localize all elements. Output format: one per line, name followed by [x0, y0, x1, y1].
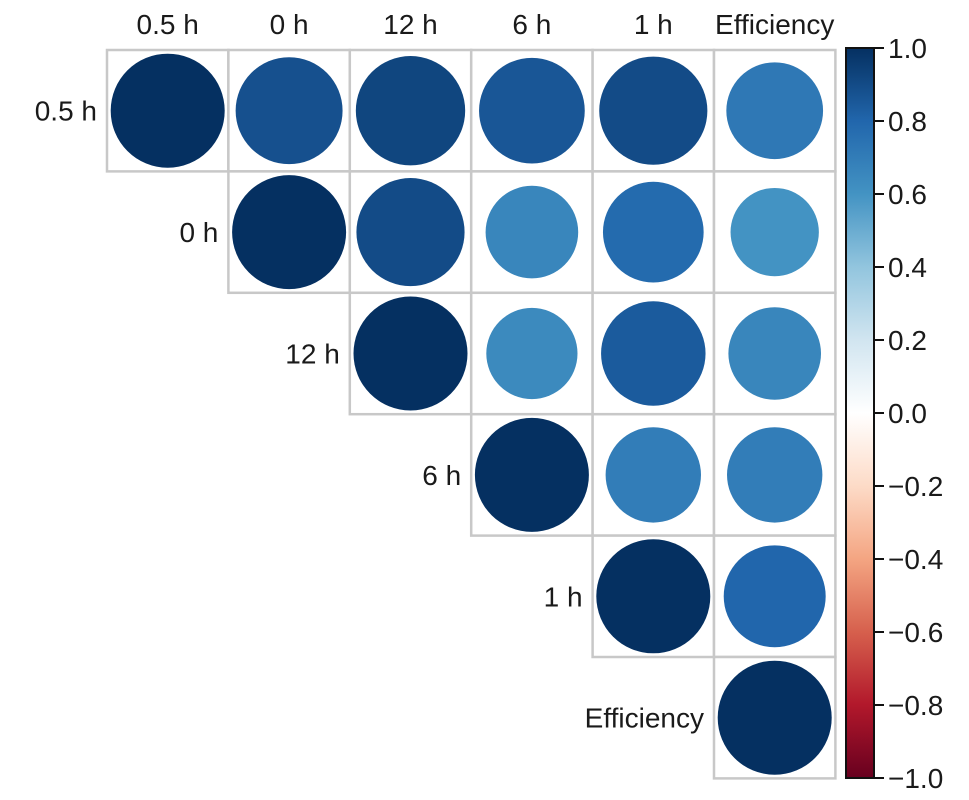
correlation-circle	[479, 57, 585, 164]
colorbar-tick-label: 0.8	[888, 106, 927, 137]
column-label: 12 h	[383, 9, 438, 40]
colorbar-tick-label: −0.4	[888, 544, 943, 575]
correlation-cells	[105, 48, 837, 780]
row-label: 12 h	[285, 339, 340, 370]
correlation-circle	[728, 307, 822, 400]
correlation-circle	[356, 178, 465, 287]
correlation-circle	[730, 187, 819, 277]
cell-3-4	[591, 412, 716, 537]
row-label: 0 h	[179, 217, 218, 248]
column-label: 1 h	[634, 9, 673, 40]
correlation-circle	[235, 57, 343, 165]
correlation-circle	[601, 301, 706, 406]
column-label: 0.5 h	[137, 9, 199, 40]
cell-3-5	[712, 412, 837, 537]
colorbar-tick-label: 1.0	[888, 33, 927, 64]
correlation-circle	[353, 296, 468, 411]
colorbar-tick-label: 0.6	[888, 179, 927, 210]
colorbar-tick-label: −0.8	[888, 690, 943, 721]
column-label: 0 h	[270, 9, 309, 40]
colorbar-ticks: 1.0 0.8 0.6 0.4 0.2 0.0 −0.2 −0.4 −0.6 −0.8 −1.0	[874, 33, 943, 794]
colorbar-gradient	[845, 47, 875, 779]
colorbar-tick-label: 0.2	[888, 325, 927, 356]
colorbar-tick-label: −1.0	[888, 763, 943, 794]
correlation-circle	[599, 56, 708, 165]
cell-1-3	[469, 170, 594, 295]
cell-0-2	[348, 48, 473, 173]
correlation-circle	[605, 427, 701, 523]
correlation-circle	[232, 175, 347, 290]
column-label: 6 h	[512, 9, 551, 40]
cell-2-4	[591, 291, 716, 416]
cell-0-1	[227, 48, 352, 173]
row-label: 0.5 h	[35, 96, 97, 127]
cell-4-4	[591, 534, 716, 659]
column-labels: 0.5 h 0 h 12 h 6 h 1 h Efficiency	[137, 9, 835, 40]
row-label: 1 h	[544, 581, 583, 612]
cell-1-2	[348, 170, 473, 295]
cell-1-5	[712, 170, 837, 295]
row-labels: 0.5 h 0 h 12 h 6 h 1 h Efficiency	[35, 96, 704, 734]
correlation-circle	[726, 62, 824, 160]
cell-2-3	[469, 291, 594, 416]
cell-2-2	[348, 291, 473, 416]
correlation-circle	[727, 427, 823, 523]
correlation-circle	[474, 417, 589, 532]
correlation-circle	[355, 56, 466, 166]
correlation-circle	[596, 539, 711, 654]
cell-1-4	[591, 170, 716, 295]
correlation-circle	[110, 53, 225, 168]
correlation-circle	[717, 660, 832, 775]
cell-0-0	[105, 48, 230, 173]
cell-0-3	[469, 48, 594, 173]
cell-2-5	[712, 291, 837, 416]
colorbar-tick-label: −0.2	[888, 471, 943, 502]
colorbar-tick-label: −0.6	[888, 617, 943, 648]
correlation-circle	[602, 181, 704, 283]
cell-0-5	[712, 48, 837, 173]
cell-5-5	[712, 655, 837, 780]
correlation-circle	[723, 545, 826, 648]
correlation-circle	[485, 185, 579, 279]
row-label: 6 h	[422, 460, 461, 491]
cell-0-4	[591, 48, 716, 173]
colorbar-tick-label: 0.4	[888, 252, 927, 283]
colorbar-tick-label: 0.0	[888, 398, 927, 429]
cell-3-3	[469, 412, 594, 537]
column-label: Efficiency	[715, 9, 834, 40]
color-legend: 1.0 0.8 0.6 0.4 0.2 0.0 −0.2 −0.4 −0.6 −0.8 −1.0	[845, 33, 943, 794]
cell-4-5	[712, 534, 837, 659]
row-label: Efficiency	[585, 703, 704, 734]
correlation-circle	[486, 307, 578, 400]
cell-1-1	[227, 170, 352, 295]
